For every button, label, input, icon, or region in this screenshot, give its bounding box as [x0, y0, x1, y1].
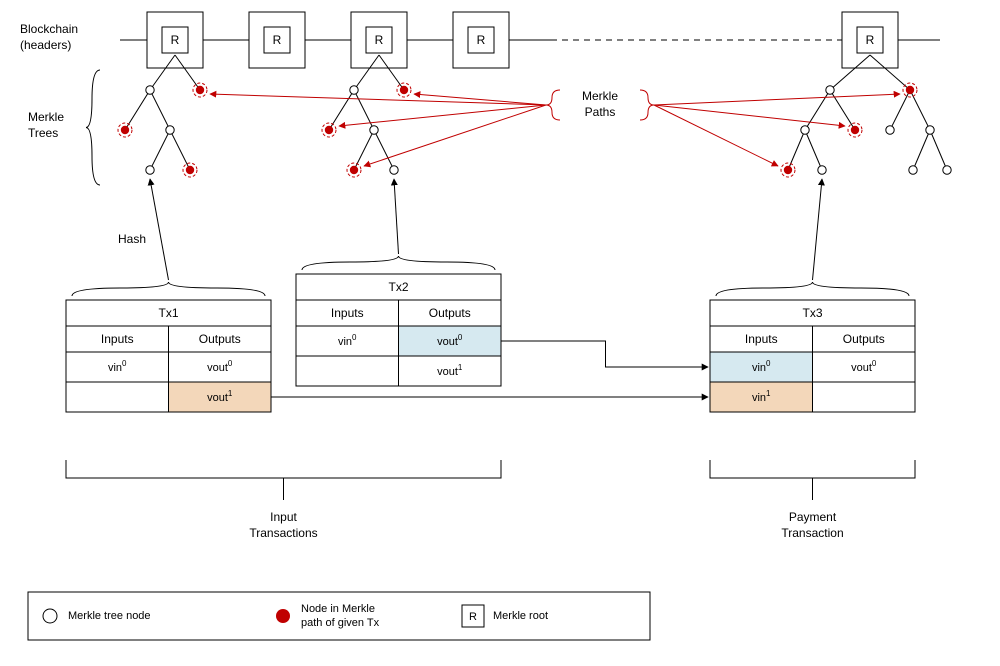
group-label: Transactions [249, 526, 317, 540]
tree-edge [170, 130, 190, 170]
merkle-node [909, 166, 917, 174]
blockchain-label: (headers) [20, 38, 71, 52]
blockchain-label: Blockchain [20, 22, 78, 36]
legend-label: path of given Tx [301, 617, 380, 629]
tree-edge [890, 90, 910, 130]
merkle-root-letter: R [477, 33, 486, 47]
merkle-root-letter: R [866, 33, 875, 47]
merkle-root-letter: R [273, 33, 282, 47]
tx-inputs-header: Inputs [101, 332, 134, 346]
tree-edge [150, 90, 170, 130]
merkle-node [390, 166, 398, 174]
hash-label: Hash [118, 232, 146, 246]
merkle-root-letter: R [171, 33, 180, 47]
merkle-path-node [196, 86, 204, 94]
tx-title: Tx3 [802, 306, 822, 320]
merkle-node [943, 166, 951, 174]
merkle-path-node [851, 126, 859, 134]
merkle-node [146, 86, 154, 94]
brace-h [302, 256, 495, 270]
legend-root-letter: R [469, 611, 477, 623]
hash-arrow [394, 179, 399, 254]
merkle-path-node [186, 166, 194, 174]
tx-outputs-header: Outputs [843, 332, 885, 346]
legend-node-open [43, 609, 57, 623]
merkle-path-arrow [654, 105, 845, 126]
merkle-path-node [350, 166, 358, 174]
merkle-paths-label: Merkle [582, 89, 618, 103]
merkle-path-arrow [654, 94, 900, 105]
merkle-trees-label: Trees [28, 126, 58, 140]
group-bracket [710, 460, 915, 478]
tree-edge [930, 130, 947, 170]
merkle-trees-label: Merkle [28, 110, 64, 124]
merkle-node [166, 126, 174, 134]
brace [640, 90, 654, 120]
merkle-node [886, 126, 894, 134]
merkle-node [350, 86, 358, 94]
tree-edge [913, 130, 930, 170]
merkle-path-node [784, 166, 792, 174]
merkle-node [818, 166, 826, 174]
tree-edge [150, 130, 170, 170]
tx-outputs-header: Outputs [429, 306, 471, 320]
tx-inputs-header: Inputs [745, 332, 778, 346]
merkle-root-letter: R [375, 33, 384, 47]
tree-edge [805, 130, 822, 170]
merkle-path-node [400, 86, 408, 94]
merkle-node [370, 126, 378, 134]
tx-title: Tx1 [158, 306, 178, 320]
tx-link-arrow [501, 341, 708, 367]
tx-outputs-header: Outputs [199, 332, 241, 346]
group-bracket [66, 460, 501, 478]
brace-h [716, 282, 909, 296]
brace [546, 90, 560, 120]
legend-label: Node in Merkle [301, 603, 375, 615]
hash-arrow [813, 179, 823, 280]
group-label: Payment [789, 510, 837, 524]
merkle-path-arrow [210, 94, 546, 105]
merkle-path-arrow [654, 105, 778, 166]
merkle-paths-label: Paths [585, 105, 616, 119]
merkle-node [826, 86, 834, 94]
legend-node-red [276, 609, 290, 623]
tx-title: Tx2 [388, 280, 408, 294]
hash-arrow [150, 179, 169, 280]
legend-label: Merkle tree node [68, 610, 151, 622]
tx-inputs-header: Inputs [331, 306, 364, 320]
merkle-node [801, 126, 809, 134]
merkle-path-node [906, 86, 914, 94]
group-label: Input [270, 510, 297, 524]
merkle-path-node [325, 126, 333, 134]
diagram-root: R R R R R Blockchain (headers) Merkle Trees Merkl… [0, 0, 1000, 666]
merkle-node [146, 166, 154, 174]
legend-label: Merkle root [493, 610, 548, 622]
merkle-path-arrow [414, 94, 546, 105]
brace-h [72, 282, 265, 296]
brace [86, 70, 100, 185]
group-label: Transaction [781, 526, 843, 540]
merkle-node [926, 126, 934, 134]
merkle-path-node [121, 126, 129, 134]
tree-edge [374, 130, 394, 170]
